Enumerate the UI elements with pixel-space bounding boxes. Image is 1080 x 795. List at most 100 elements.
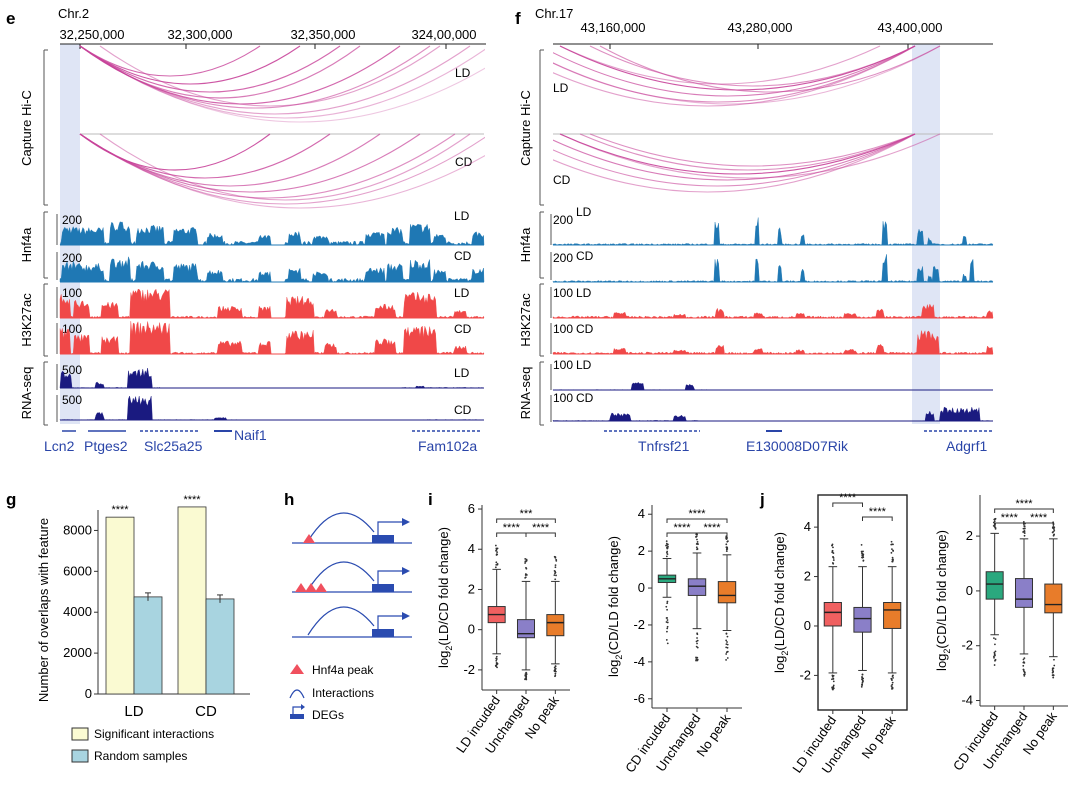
outlier-point	[554, 556, 557, 559]
outlier-point	[725, 653, 728, 655]
outlier-point	[1022, 664, 1025, 667]
interaction-arc	[99, 133, 471, 201]
box	[1014, 578, 1034, 608]
outlier-point	[666, 553, 669, 556]
y-tick-label: -6	[633, 691, 645, 706]
outlier-point	[892, 543, 894, 546]
interaction-arc	[589, 45, 916, 87]
outlier-point	[695, 543, 698, 545]
interaction-arc	[79, 133, 421, 193]
outlier-point	[891, 556, 894, 559]
panel-e-genome-browser: e Chr.2 32,250,000 32,300,000 32,350,000…	[6, 6, 486, 454]
box	[687, 578, 707, 596]
condition-label: LD	[454, 286, 470, 300]
significance-label: ****	[111, 504, 129, 516]
y-tick-label: 0	[966, 583, 973, 598]
panel-letter-g: g	[6, 490, 16, 509]
outlier-point	[832, 546, 834, 549]
outlier-point	[726, 548, 729, 550]
y-tick-label: 6000	[63, 563, 92, 578]
condition-label: LD	[454, 366, 470, 380]
outlier-point	[495, 662, 498, 665]
outlier-point	[554, 566, 557, 569]
outlier-point	[666, 627, 669, 630]
scale-label: 500	[62, 363, 82, 377]
outlier-point	[495, 658, 498, 661]
interaction-arc	[553, 133, 916, 187]
panel-letter-i: i	[428, 490, 433, 509]
tss-arrow	[377, 570, 402, 584]
track-bracket	[539, 361, 544, 426]
box	[985, 571, 1004, 600]
condition-label: CD	[454, 249, 472, 263]
outlier-point	[993, 655, 995, 658]
y-tick-label: 0	[468, 622, 475, 637]
tick-label: 43,280,000	[727, 20, 792, 35]
interaction-arc	[579, 133, 916, 171]
outlier-point	[726, 643, 729, 646]
y-tick-label: 2	[804, 569, 811, 584]
box	[883, 602, 902, 629]
signal-track	[552, 303, 994, 319]
outlier-point	[861, 683, 864, 686]
outlier-point	[554, 672, 557, 675]
panel-letter-e: e	[6, 9, 15, 28]
outlier-point	[496, 547, 499, 550]
significance-bracket	[666, 518, 728, 523]
outlier-point	[496, 666, 498, 669]
outlier-point	[695, 659, 697, 662]
outlier-point	[832, 562, 835, 565]
y-axis-label: Number of overlaps with feature	[36, 518, 51, 702]
y-tick-label: -4	[961, 693, 973, 708]
outlier-point	[494, 544, 497, 547]
significance-label: ****	[688, 508, 706, 520]
interaction-arc	[553, 45, 916, 107]
interaction-arc	[559, 133, 916, 175]
interaction-legend-icon	[289, 689, 305, 699]
interaction-arc	[553, 133, 916, 193]
box	[516, 619, 536, 639]
y-axis-label: log2(CD/LD fold change)	[934, 530, 952, 671]
outlier-point	[665, 551, 668, 554]
gene-label: Lcn2	[44, 438, 75, 454]
interaction-arc	[99, 45, 441, 107]
outlier-point	[666, 642, 669, 645]
significance-label: ****	[673, 522, 691, 534]
outlier-point	[832, 557, 835, 559]
condition-label: CD	[454, 403, 472, 417]
outlier-point	[890, 551, 893, 554]
legend-label: Hnf4a peak	[312, 663, 374, 677]
outlier-point	[831, 549, 834, 552]
outlier-point	[892, 549, 894, 552]
outlier-point	[695, 546, 698, 549]
outlier-point	[994, 650, 997, 653]
outlier-point	[993, 520, 996, 523]
significance-label: ****	[1015, 498, 1033, 510]
outlier-point	[891, 675, 894, 678]
significance-bracket	[1023, 522, 1054, 527]
outlier-point	[695, 656, 697, 659]
outlier-point	[1052, 527, 1055, 530]
outlier-point	[666, 608, 668, 611]
outlier-point	[862, 677, 865, 680]
y-axis-label: log2(CD/LD fold change)	[606, 536, 624, 677]
outlier-point	[831, 688, 834, 691]
outlier-point	[993, 656, 995, 659]
y-tick-label: 4	[468, 541, 475, 556]
outlier-point	[725, 646, 728, 649]
peak-legend-icon	[290, 664, 304, 674]
peak-icon	[295, 583, 307, 592]
signal-track	[552, 217, 994, 246]
y-tick-label: 2	[468, 581, 475, 596]
outlier-point	[862, 680, 864, 682]
interaction-arc	[307, 606, 375, 636]
highlight-region	[912, 44, 940, 424]
tick-label: 324,00,000	[411, 27, 476, 42]
significance-bracket	[696, 532, 728, 537]
outlier-point	[890, 543, 893, 546]
legend-swatch	[71, 749, 89, 763]
outlier-point	[495, 548, 498, 551]
outlier-point	[832, 684, 835, 687]
arrow-head-icon	[402, 567, 410, 575]
